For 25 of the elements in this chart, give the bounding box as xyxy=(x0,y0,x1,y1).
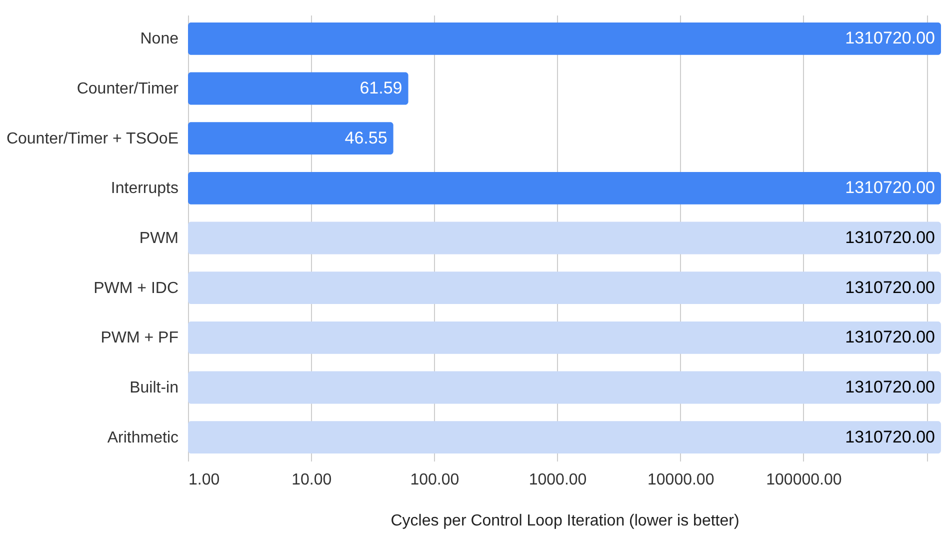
data-label: 1310720.00 xyxy=(845,28,935,48)
x-axis-title: Cycles per Control Loop Iteration (lower is better) xyxy=(390,512,740,530)
y-tick-label: Interrupts xyxy=(110,180,178,198)
data-label: 1310720.00 xyxy=(845,228,935,247)
x-tick-label: 1000.00 xyxy=(528,472,587,488)
data-label: 1310720.00 xyxy=(845,278,935,297)
y-tick-label: PWM + IDC xyxy=(94,280,178,297)
y-tick-label: Arithmetic xyxy=(107,429,178,446)
data-label: 1310720.00 xyxy=(845,427,935,446)
y-tick-label: Counter/Timer + TSOoE xyxy=(6,130,178,148)
data-label: 1310720.00 xyxy=(845,328,935,347)
data-label: 61.59 xyxy=(360,78,402,98)
x-tick-label: 100000.00 xyxy=(766,472,842,488)
x-tick-label: 1.00 xyxy=(188,472,220,488)
x-tick-label: 10000.00 xyxy=(647,472,714,488)
data-label: 46.55 xyxy=(344,128,388,148)
y-tick-label: PWM + PF xyxy=(100,330,179,347)
data-label: 1310720.00 xyxy=(845,178,935,198)
y-tick-label: PWM xyxy=(139,230,178,247)
data-label: 1310720.00 xyxy=(845,377,935,396)
y-tick-label: Counter/Timer xyxy=(76,80,180,98)
y-tick-label: Built-in xyxy=(130,379,178,396)
x-tick-label: 10.00 xyxy=(292,472,332,488)
y-tick-label: None xyxy=(140,30,179,48)
x-tick-label: 100.00 xyxy=(410,472,460,488)
